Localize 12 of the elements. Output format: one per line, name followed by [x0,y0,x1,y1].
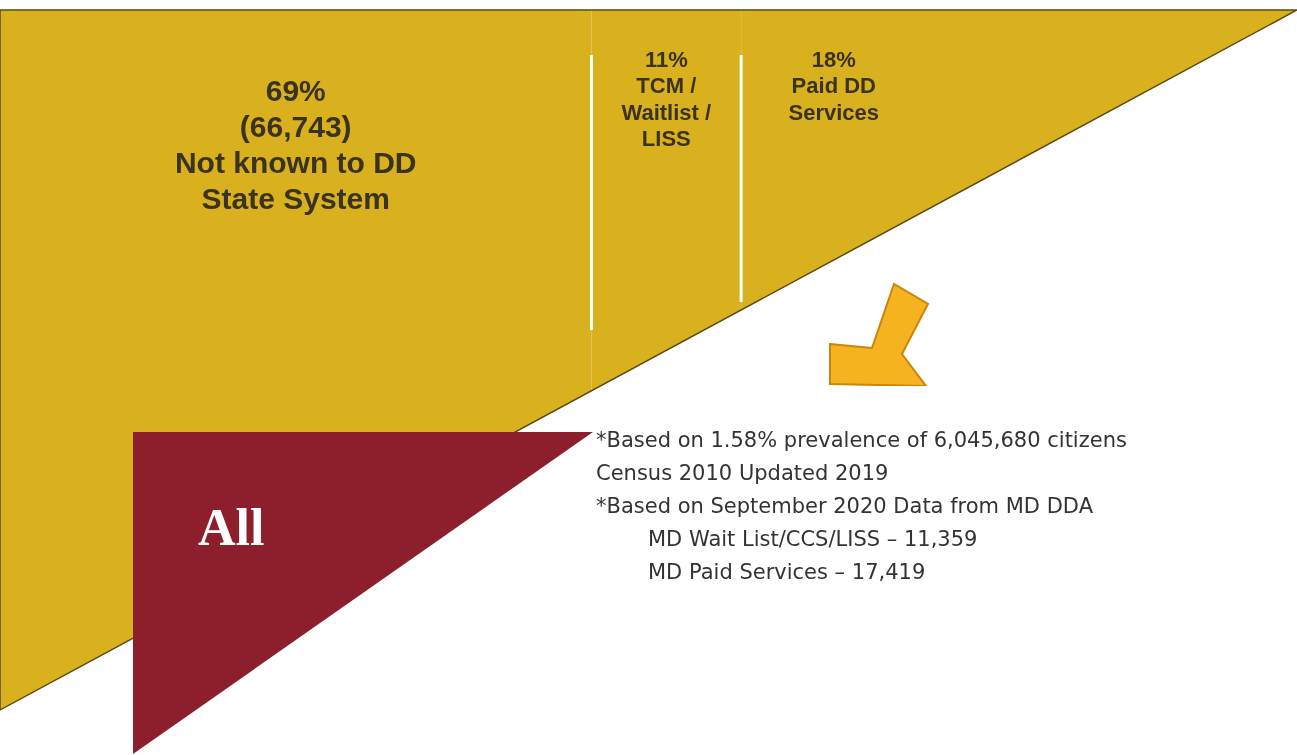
text: *Based on September 2020 Data from MD DDA [596,493,1094,520]
data-label: 69% (66,743) [239,74,352,144]
text: *Based on 1.58% prevalence of 6,045,680 citizens [596,427,1127,454]
category-label: TCM / Waitlist / LISS [621,73,712,152]
category-label: Paid DD Services [788,73,880,125]
data-label: 18% [811,47,856,73]
data-label: 11% [644,47,688,73]
text: Census 2010 Updated 2019 [596,460,890,487]
text: MD Wait List/CCS/LISS – 11,359 [647,526,979,553]
text: All [198,498,265,557]
category-label: Not known to DD State System [174,146,417,216]
text: MD Paid Services – 17,419 [647,559,927,586]
